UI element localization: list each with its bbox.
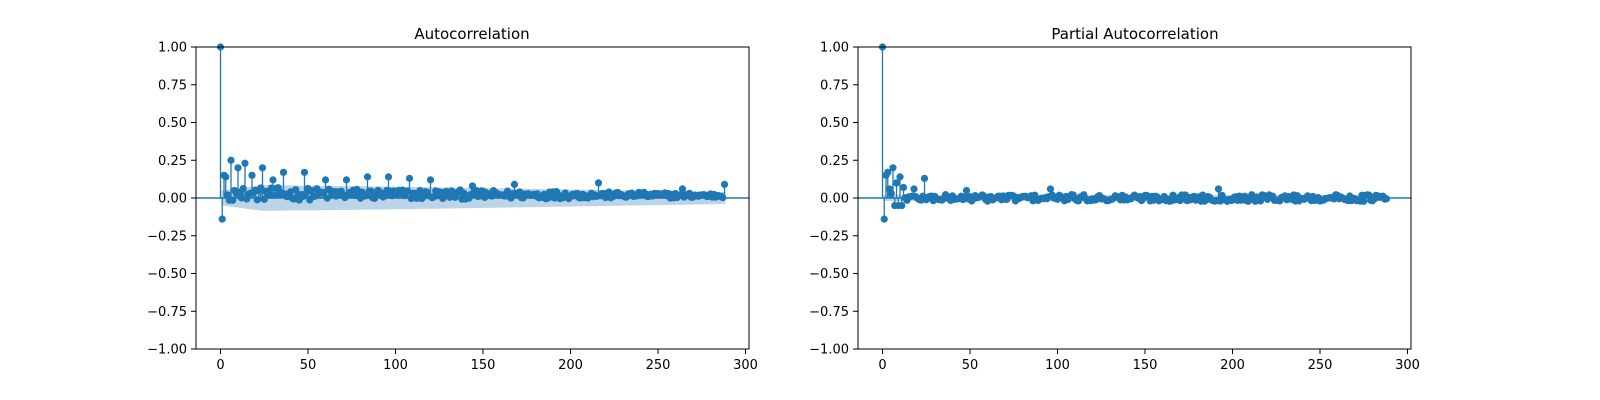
marker-lag-288: [720, 180, 729, 189]
y-tick-label: 0.00: [820, 192, 849, 207]
marker-lag-29: [267, 184, 275, 192]
marker-lag-84: [363, 173, 372, 181]
marker-lag-12: [899, 183, 908, 192]
marker-lag-72: [342, 176, 351, 184]
marker-lag-28: [265, 191, 274, 199]
marker-lag-96: [384, 173, 393, 181]
marker-lag-146: [472, 186, 480, 194]
y-tick-label: −0.75: [809, 305, 849, 320]
autocorrelation-title: Autocorrelation: [414, 25, 529, 43]
y-tick-label: −1.00: [147, 343, 187, 358]
x-tick-label: 0: [216, 358, 224, 373]
marker-lag-3: [884, 168, 892, 176]
x-tick-label: 300: [733, 358, 758, 373]
marker-lag-287: [719, 193, 727, 202]
marker-lag-60: [321, 176, 330, 184]
marker-lag-13: [239, 184, 247, 193]
marker-lag-216: [1256, 197, 1265, 205]
x-tick-label: 0: [878, 358, 886, 373]
stem-series: [878, 43, 1391, 223]
marker-lag-14: [241, 159, 249, 167]
marker-lag-59: [320, 189, 328, 197]
y-tick-label: −0.75: [147, 305, 187, 320]
marker-lag-10: [234, 164, 242, 172]
marker-lag-120: [426, 176, 435, 184]
y-tick-label: 0.25: [820, 154, 849, 169]
x-tick-label: 250: [1308, 358, 1333, 373]
marker-lag-8: [892, 179, 901, 187]
autocorrelation-panel: Autocorrelation 0 50 100 150 200 250 300 −1.00 −…: [147, 25, 758, 373]
y-tick-label: −1.00: [809, 343, 849, 358]
y-tick-label: −0.25: [147, 229, 187, 244]
x-tick-label: 150: [1133, 358, 1158, 373]
marker-lag-61: [323, 194, 331, 202]
marker-lag-24: [920, 174, 929, 182]
y-tick-label: 0.75: [820, 78, 849, 93]
marker-lag-18: [248, 171, 256, 179]
y-tick-label: −0.25: [809, 229, 849, 244]
marker-lag-23: [257, 184, 265, 192]
x-tick-label: 150: [471, 358, 496, 373]
x-tick-label: 100: [383, 358, 408, 373]
marker-lag-192: [1214, 185, 1223, 193]
marker-lag-43: [292, 186, 300, 194]
marker-lag-31: [271, 191, 279, 199]
marker-lag-30: [269, 176, 277, 184]
marker-lag-96: [1046, 185, 1055, 193]
marker-lag-6: [227, 156, 235, 164]
marker-lag-48: [962, 186, 971, 195]
y-tick-label: 1.00: [158, 41, 187, 56]
marker-lag-1: [218, 215, 226, 223]
x-tick-label: 200: [1220, 358, 1245, 373]
partial-autocorrelation-panel: Partial Autocorrelation 0 50 100 150 200 250 3…: [809, 25, 1420, 373]
marker-lag-216: [594, 179, 603, 187]
marker-lag-10: [896, 173, 904, 181]
y-tick-label: −0.50: [147, 267, 187, 282]
marker-lag-5: [887, 189, 895, 198]
y-tick-label: 0.00: [158, 192, 187, 207]
x-tick-label: 50: [962, 358, 979, 373]
marker-lag-1: [880, 215, 888, 223]
x-tick-label: 200: [558, 358, 583, 373]
y-tick-label: 0.75: [158, 78, 187, 93]
marker-lag-6: [889, 164, 897, 172]
marker-lag-7: [229, 196, 237, 204]
marker-lag-168: [510, 180, 519, 189]
marker-lag-21: [253, 196, 261, 204]
marker-lag-24: [258, 164, 267, 172]
marker-lag-127: [439, 194, 447, 203]
marker-lag-108: [405, 174, 414, 182]
marker-lag-36: [279, 168, 288, 176]
marker-lag-48: [300, 168, 309, 176]
marker-lag-275: [1360, 197, 1368, 205]
y-tick-label: 1.00: [820, 41, 849, 56]
marker-lag-86: [367, 187, 375, 195]
y-tick-label: 0.50: [158, 116, 187, 131]
stem-series: [216, 43, 729, 223]
marker-lag-264: [678, 185, 687, 193]
y-tick-label: −0.50: [809, 267, 849, 282]
partial-autocorrelation-title: Partial Autocorrelation: [1051, 25, 1218, 43]
marker-lag-288: [1382, 195, 1391, 203]
x-tick-label: 300: [1395, 358, 1420, 373]
y-tick-label: 0.50: [820, 116, 849, 131]
y-tick-label: 0.25: [158, 154, 187, 169]
x-tick-label: 250: [646, 358, 671, 373]
marker-lag-11: [898, 201, 906, 210]
x-tick-label: 50: [300, 358, 317, 373]
marker-lag-18: [910, 185, 918, 193]
marker-lag-3: [222, 173, 230, 181]
x-tick-label: 100: [1045, 358, 1070, 373]
